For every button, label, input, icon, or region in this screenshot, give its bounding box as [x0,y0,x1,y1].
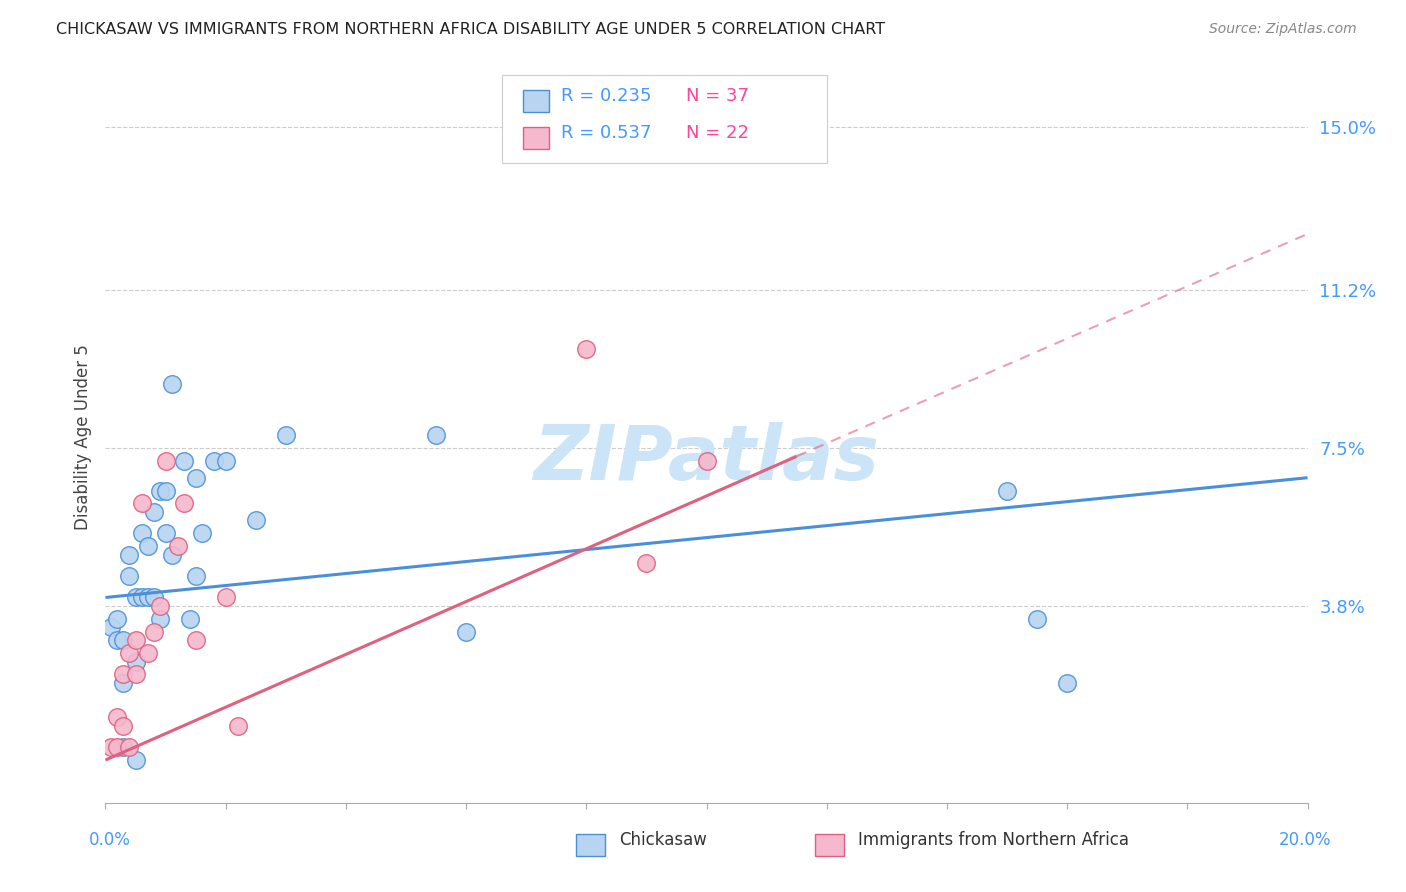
Text: R = 0.235: R = 0.235 [561,87,651,104]
Text: N = 22: N = 22 [686,124,749,142]
FancyBboxPatch shape [523,90,548,112]
Point [136,539,159,553]
Point [173,453,195,467]
Point [118,569,141,583]
Point [995,483,1018,498]
Point [166,539,188,553]
Text: Immigrants from Northern Africa: Immigrants from Northern Africa [858,831,1129,849]
Point [1056,676,1078,690]
Point [214,453,236,467]
Point [118,646,141,660]
Point [575,343,598,357]
Point [112,633,135,648]
Point [184,633,207,648]
Point [226,719,249,733]
Point [142,624,165,639]
Text: Source: ZipAtlas.com: Source: ZipAtlas.com [1209,22,1357,37]
Point [173,496,195,510]
Point [160,548,183,562]
Text: CHICKASAW VS IMMIGRANTS FROM NORTHERN AFRICA DISABILITY AGE UNDER 5 CORRELATION : CHICKASAW VS IMMIGRANTS FROM NORTHERN AF… [56,22,886,37]
Point [155,483,177,498]
Point [179,612,201,626]
Point [142,591,165,605]
Text: N = 37: N = 37 [686,87,749,104]
Point [131,591,153,605]
Point [136,591,159,605]
Point [202,453,225,467]
Point [100,740,122,755]
Point [214,591,236,605]
Point [245,514,267,528]
Point [118,548,141,562]
Point [454,624,477,639]
Point [107,633,129,648]
Point [124,753,146,767]
Point [112,676,135,690]
Point [131,496,153,510]
Point [124,655,146,669]
Point [142,505,165,519]
FancyBboxPatch shape [523,127,548,150]
Point [107,612,129,626]
Point [160,376,183,391]
Point [136,646,159,660]
Point [124,667,146,681]
FancyBboxPatch shape [502,75,827,162]
Point [107,740,129,755]
Text: 0.0%: 0.0% [89,831,131,849]
Point [112,667,135,681]
Point [112,740,135,755]
Point [124,633,146,648]
Point [118,740,141,755]
Point [155,526,177,541]
Point [148,599,170,613]
Point [1026,612,1049,626]
Point [148,612,170,626]
Point [184,471,207,485]
Y-axis label: Disability Age Under 5: Disability Age Under 5 [73,344,91,530]
Point [184,569,207,583]
Text: 20.0%: 20.0% [1278,831,1331,849]
Point [131,526,153,541]
Point [112,719,135,733]
Point [148,483,170,498]
Point [190,526,212,541]
Text: Chickasaw: Chickasaw [619,831,707,849]
Point [425,428,447,442]
Point [636,556,658,570]
Point [155,453,177,467]
Text: R = 0.537: R = 0.537 [561,124,651,142]
Point [696,453,718,467]
Text: ZIPatlas: ZIPatlas [533,422,880,496]
Point [100,620,122,634]
Point [274,428,297,442]
Point [107,710,129,724]
Point [124,591,146,605]
